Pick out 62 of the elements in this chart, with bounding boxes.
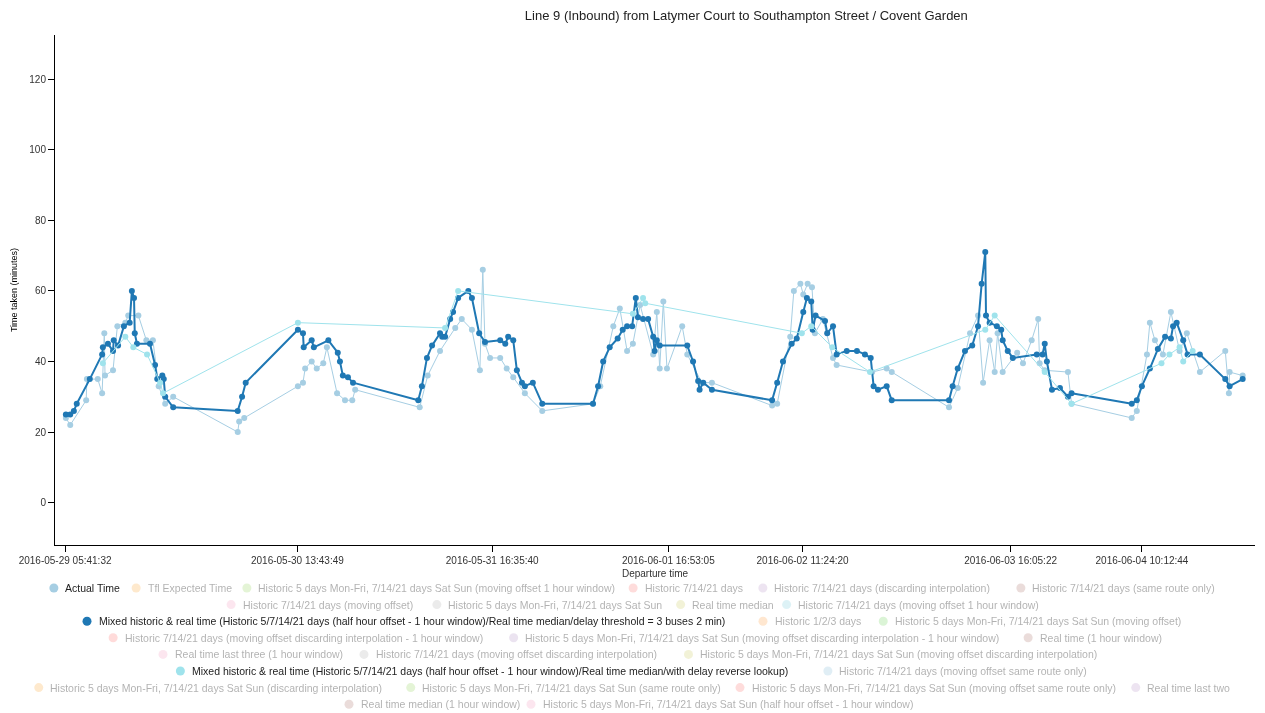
point [294,319,301,326]
point [642,300,649,307]
legend-label: Actual Time [65,582,121,594]
legend-label: Real time median [692,599,774,611]
legend-label: Real time last three (1 hour window) [175,648,344,660]
legend-label: Historic 7/14/21 days (moving offset discarding interpolation - 1 hour window) [125,632,484,644]
point [1158,360,1165,367]
legend-label: Historic 5 days Mon-Fri, 7/14/21 days Sat Sun (discarding interpolation) [50,682,383,694]
x-axis-title: Departure time [621,567,689,579]
y-tick-label: 100 [29,144,47,156]
legend-label: Historic 5 days Mon-Fri, 7/14/21 days Sat Sun (moving offset) [895,615,1182,627]
x-tick-label: 2016-06-02 11:24:20 [756,555,850,566]
legend-label: Mixed historic & real time (Historic 5/7/14/21 days (half hour offset - 1 hour window)/Real time median/with delay reverse lookup) [192,665,789,677]
legend-label: Historic 5 days Mon-Fri, 7/14/21 days Sat Sun (moving offset 1 hour window) [258,582,615,594]
point [99,360,106,367]
point [1166,351,1173,358]
legend-label: Historic 7/14/21 days (moving offset same route only) [839,665,1087,677]
point [442,324,449,331]
legend-label: Historic 5 days Mon-Fri, 7/14/21 days Sat Sun [448,599,663,611]
legend-label: Mixed historic & real time (Historic 5/7/14/21 days (half hour offset - 1 hour window)/Real time median/delay threshold = 3 buses 2 min) [99,615,726,627]
point [144,351,151,358]
legend-label: Real time (1 hour window) [1040,632,1162,644]
legend-label: Historic 7/14/21 days (discarding interpolation) [774,582,990,594]
legend-label: Historic 7/14/21 days (same route only) [1032,582,1215,594]
legend-label: Historic 5 days Mon-Fri, 7/14/21 days Sat Sun (same route only) [422,682,721,694]
legend-label: Historic 7/14/21 days [645,582,744,594]
point [798,330,805,337]
point [991,312,998,319]
x-tick-label: 2016-06-04 10:12:44 [1095,555,1189,566]
point [640,294,647,301]
legend-label: Real time last two [1147,682,1231,694]
x-tick-label: 2016-05-30 13:43:49 [250,555,345,566]
x-tick-label: 2016-05-29 05:41:32 [18,555,112,566]
point [829,344,836,351]
point [122,333,129,340]
chart-title: Line 9 (Inbound) from Latymer Court to Southampton Street / Covent Garden [524,7,968,23]
legend-label: Tfl Expected Time [148,582,233,594]
x-tick-label: 2016-06-01 16:53:05 [621,555,716,566]
legend-label: Historic 7/14/21 days (moving offset discarding interpolation) [376,648,658,660]
point [1189,347,1196,354]
y-tick-label: 0 [40,497,47,509]
point [982,326,989,333]
legend-label: Historic 7/14/21 days (moving offset 1 hour window) [798,599,1039,611]
legend-label: Historic 7/14/21 days (moving offset) [243,599,414,611]
y-tick-label: 60 [34,285,47,297]
point [130,344,137,351]
x-tick-label: 2016-05-31 16:35:40 [445,555,540,566]
y-tick-label: 20 [34,426,47,438]
y-axis-title: Time taken (minutes) [8,247,19,333]
y-tick-label: 40 [34,355,47,367]
legend-label: Historic 5 days Mon-Fri, 7/14/21 days Sat Sun (moving offset same route only) [752,682,1116,694]
y-tick-label: 120 [29,73,47,85]
point [455,287,462,294]
legend-label: Historic 5 days Mon-Fri, 7/14/21 days Sat Sun (moving offset discarding interpolation) [700,648,1098,660]
legend-label: Historic 5 days Mon-Fri, 7/14/21 days Sat Sun (moving offset discarding interpolation - 1 hour window) [525,632,1000,644]
point [1180,358,1187,365]
legend-label: Real time median (1 hour window) [361,698,521,710]
x-tick-label: 2016-06-03 16:05:22 [964,555,1058,566]
y-tick-label: 80 [34,214,47,226]
point [629,310,636,317]
legend-label: Historic 5 days Mon-Fri, 7/14/21 days Sat Sun (half hour offset - 1 hour window) [543,698,914,710]
legend-label: Historic 1/2/3 days [775,615,862,627]
